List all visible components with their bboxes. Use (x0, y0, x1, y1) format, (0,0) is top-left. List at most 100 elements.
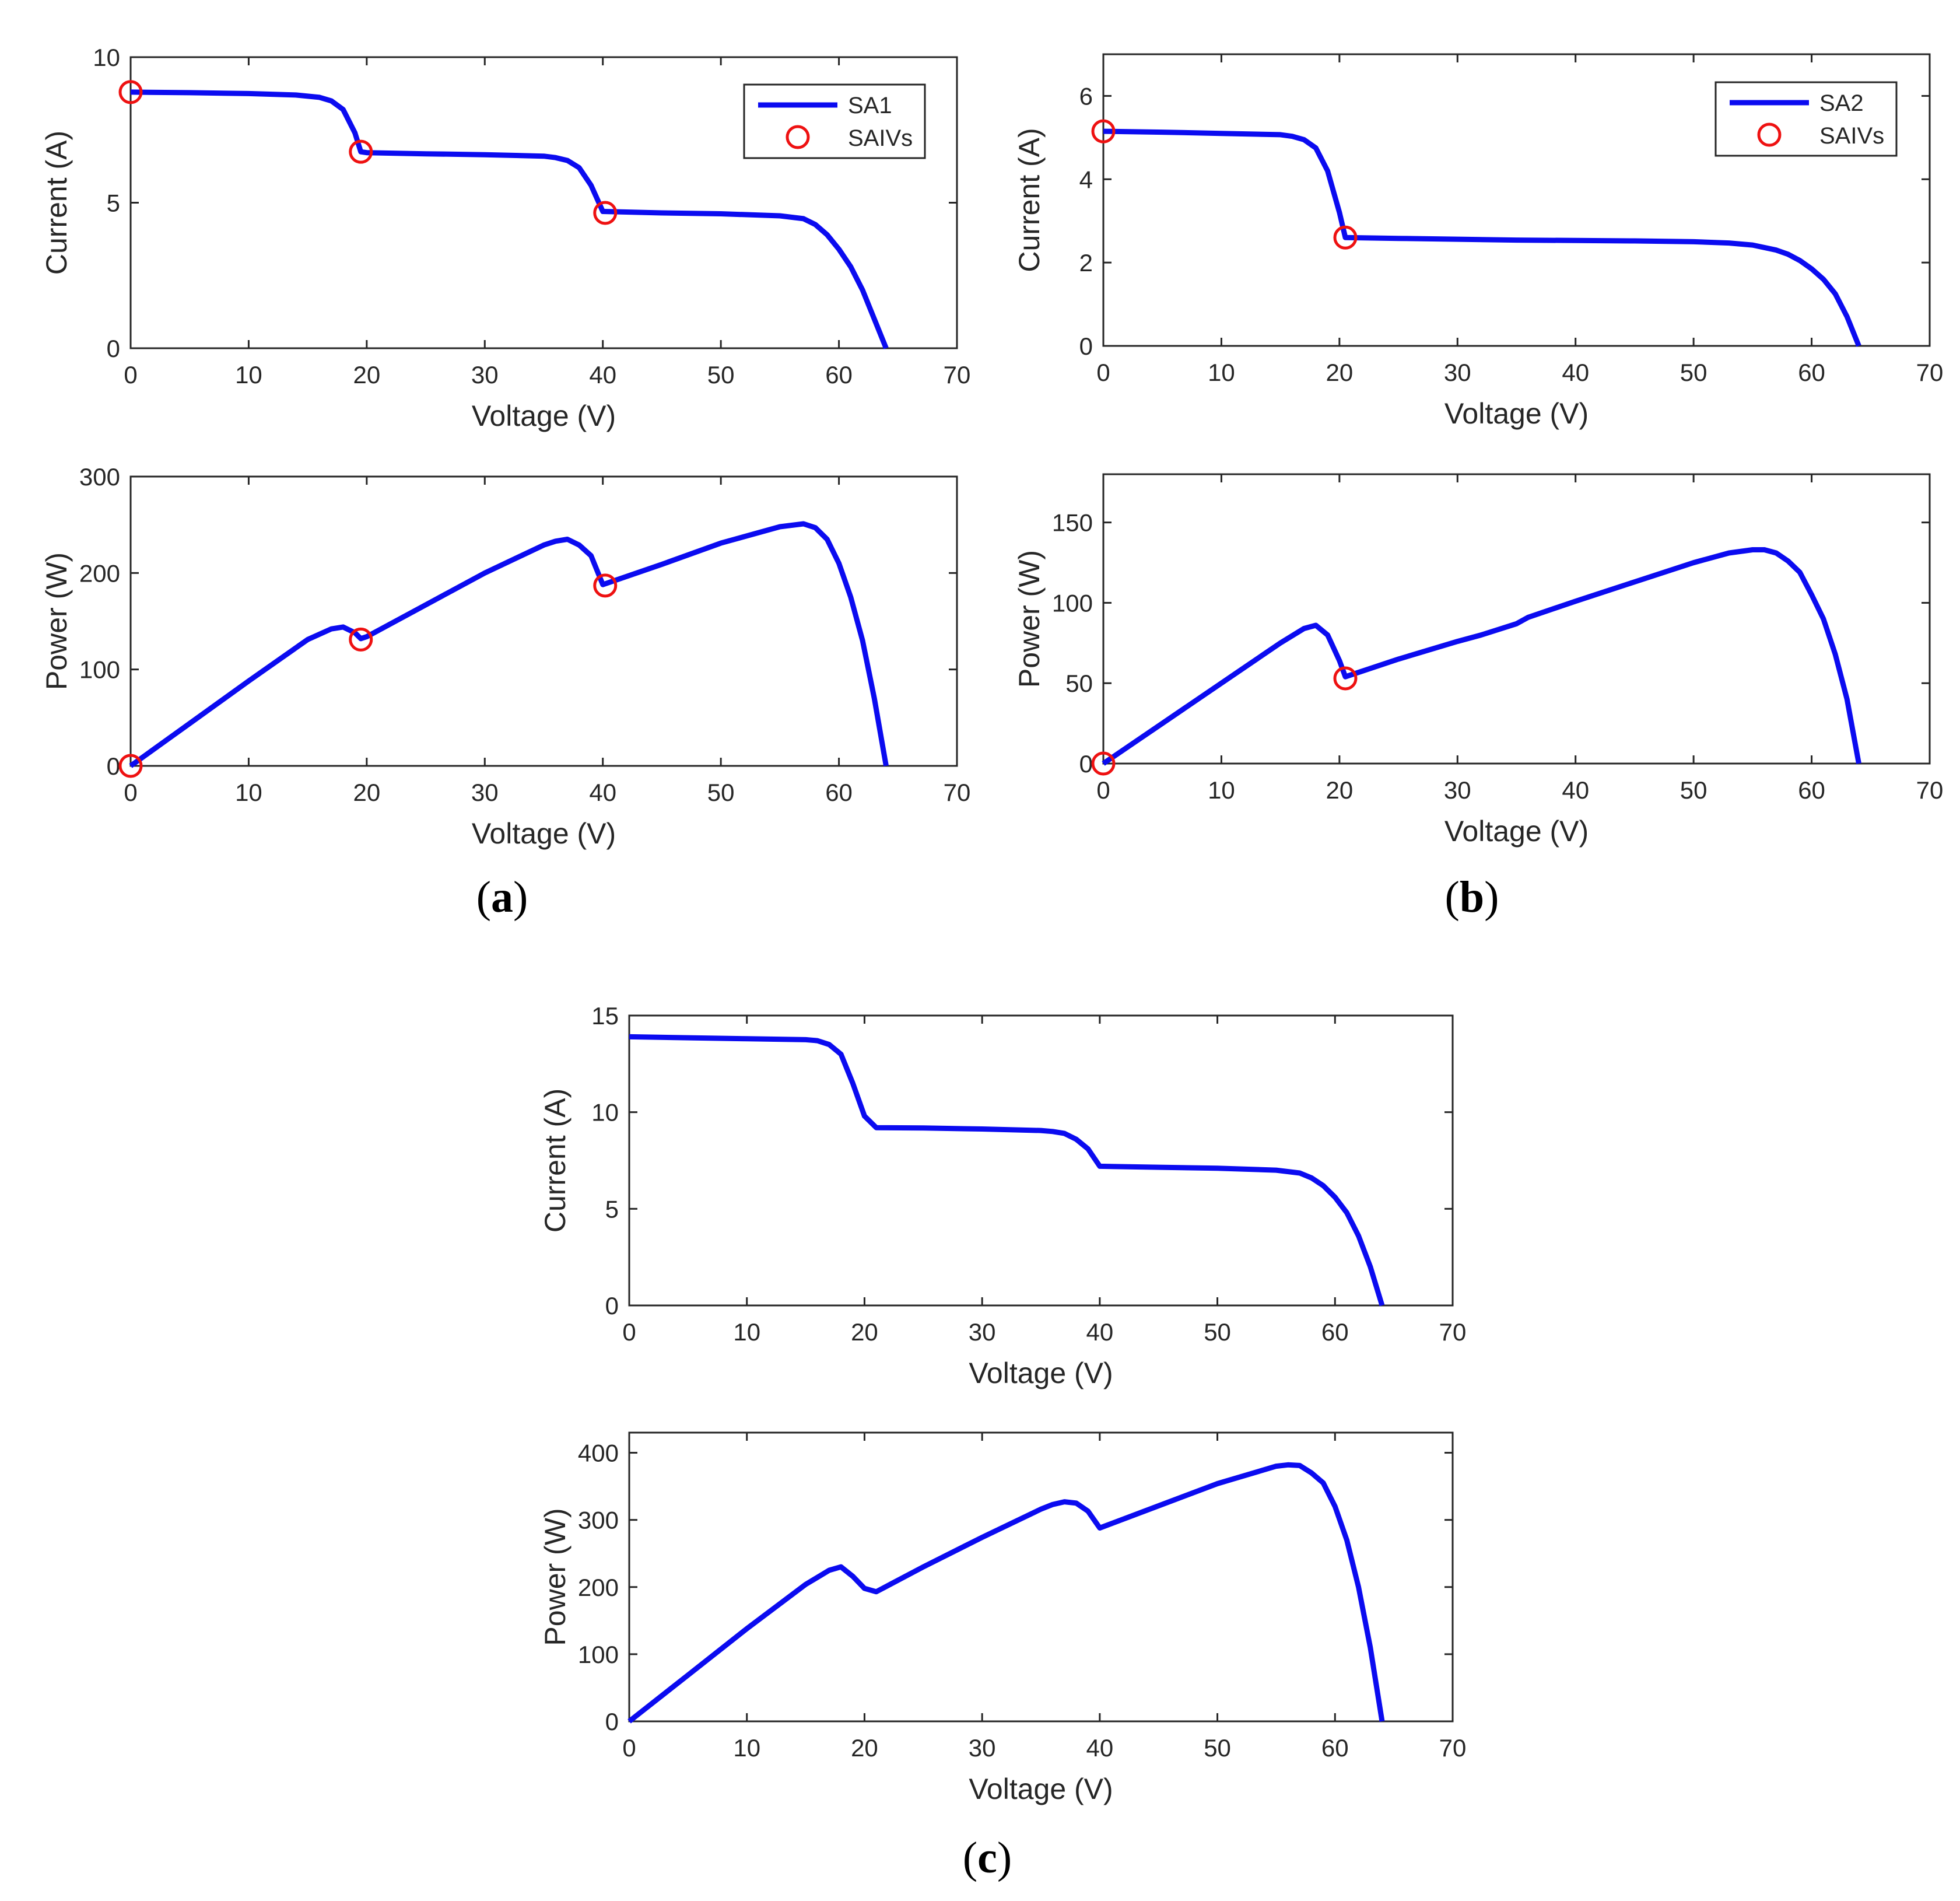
saiv-marker (118, 754, 143, 778)
x-axis-label: Voltage (V) (472, 817, 616, 850)
y-tick-label: 0 (107, 752, 120, 780)
y-tick-label: 15 (591, 1002, 619, 1030)
y-axis-label: Current (A) (40, 131, 73, 275)
x-axis-label: Voltage (V) (1444, 397, 1589, 430)
saiv-marker (118, 80, 143, 104)
x-tick-label: 70 (1916, 359, 1944, 386)
plot-area-a-pv (129, 475, 958, 767)
x-tick-label: 30 (471, 361, 499, 388)
x-axis-label: Voltage (V) (472, 400, 616, 432)
legend-b-marker-key (1757, 122, 1782, 147)
series-line-sa1-sa2 (629, 1034, 1385, 1307)
plot-a-pv: 0 10 20 30 40 50 60 70 0 100 200 300 Voltage (V) Powe… (40, 463, 970, 850)
y-tick-label: 100 (1052, 589, 1093, 617)
plot-area-c-pv (628, 1431, 1454, 1723)
saiv-marker (593, 573, 618, 598)
x-tick-label: 60 (1798, 359, 1825, 386)
y-tick-label: 400 (578, 1440, 619, 1467)
y-tick-label: 0 (1079, 750, 1093, 778)
plot-area-c-iv (628, 1014, 1454, 1307)
x-tick-label: 60 (825, 779, 853, 806)
x-tick-label: 10 (1208, 776, 1235, 804)
x-tick-label: 0 (124, 779, 137, 806)
x-tick-label: 50 (1204, 1734, 1231, 1762)
x-tick-label: 50 (707, 779, 735, 806)
y-tick-label: 100 (578, 1641, 619, 1668)
y-tick-label: 10 (591, 1099, 619, 1126)
x-tick-label: 0 (124, 361, 137, 388)
x-tick-label: 30 (1444, 776, 1471, 804)
legend-a-marker-key (786, 125, 810, 149)
plot-area-b-pv (1102, 473, 1931, 765)
y-tick-label: 5 (107, 190, 120, 217)
x-tick-label: 20 (353, 361, 380, 388)
x-tick-label: 0 (1096, 776, 1110, 804)
x-tick-label: 70 (944, 779, 971, 806)
series-line-sa1-sa2 (627, 1462, 1385, 1724)
y-tick-label: 2 (1079, 249, 1093, 276)
x-tick-label: 10 (733, 1318, 760, 1346)
y-axis-label: Current (A) (1013, 128, 1046, 272)
saiv-marker (1333, 225, 1358, 250)
legend-a: SA1 SAIVs (743, 83, 926, 159)
saiv-marker (349, 139, 373, 164)
y-tick-label: 0 (1079, 332, 1093, 360)
y-tick-label: 300 (578, 1507, 619, 1534)
x-axis-label: Voltage (V) (1444, 815, 1589, 848)
y-tick-label: 10 (93, 44, 120, 71)
x-tick-label: 20 (353, 779, 380, 806)
panel-label-b: (b) (1445, 873, 1499, 922)
x-tick-label: 0 (1096, 359, 1110, 386)
x-tick-label: 50 (1680, 359, 1707, 386)
x-tick-label: 40 (1562, 776, 1589, 804)
x-tick-label: 20 (1326, 359, 1353, 386)
x-tick-label: 40 (589, 361, 616, 388)
plot-c-iv: 0 10 20 30 40 50 60 70 0 5 10 15 Voltage (V) Current … (539, 1002, 1466, 1389)
legend-b-series-label: SA2 (1819, 90, 1864, 116)
y-tick-label: 150 (1052, 509, 1093, 537)
x-tick-label: 70 (944, 361, 971, 388)
saiv-marker (593, 201, 618, 225)
x-tick-label: 40 (589, 779, 616, 806)
x-tick-label: 10 (1208, 359, 1235, 386)
y-axis-label: Power (W) (539, 1508, 571, 1646)
x-tick-label: 0 (622, 1318, 636, 1346)
x-tick-label: 10 (733, 1734, 760, 1762)
series-line-sa1 (130, 89, 889, 349)
saiv-marker (1091, 119, 1116, 143)
y-tick-label: 4 (1079, 166, 1093, 193)
saiv-marker (1333, 666, 1358, 691)
y-axis-label: Current (A) (539, 1088, 571, 1233)
y-tick-label: 100 (79, 656, 120, 684)
y-tick-label: 5 (605, 1195, 619, 1223)
x-tick-label: 70 (1439, 1734, 1467, 1762)
panel-label-c: (c) (963, 1833, 1012, 1882)
series-line-sa2 (1102, 547, 1861, 766)
y-tick-label: 0 (605, 1292, 619, 1319)
legend-b-marker-label: SAIVs (1819, 123, 1884, 149)
y-tick-label: 6 (1079, 82, 1093, 110)
plot-c-pv: 0 10 20 30 40 50 60 70 0 100 200 300 400 Voltage (V) P… (539, 1431, 1467, 1805)
x-tick-label: 60 (1798, 776, 1825, 804)
y-axis-label: Power (W) (40, 552, 73, 690)
panel-label-a: (a) (476, 873, 528, 922)
x-tick-label: 20 (851, 1734, 878, 1762)
y-tick-label: 0 (605, 1708, 619, 1735)
x-tick-label: 60 (1321, 1318, 1349, 1346)
x-tick-label: 30 (1444, 359, 1471, 386)
x-tick-label: 10 (235, 361, 262, 388)
saiv-marker (1091, 751, 1116, 776)
series-line-sa2 (1103, 128, 1861, 347)
legend-a-series-label: SA1 (848, 93, 892, 118)
x-tick-label: 30 (969, 1734, 996, 1762)
x-tick-label: 50 (707, 361, 735, 388)
series-line-sa1 (129, 521, 889, 768)
x-tick-label: 20 (1326, 776, 1353, 804)
legend-a-marker-label: SAIVs (848, 125, 913, 151)
x-tick-label: 70 (1439, 1318, 1467, 1346)
x-axis-label: Voltage (V) (969, 1357, 1113, 1389)
x-tick-label: 70 (1916, 776, 1944, 804)
x-tick-label: 10 (235, 779, 262, 806)
y-tick-label: 300 (79, 463, 120, 491)
